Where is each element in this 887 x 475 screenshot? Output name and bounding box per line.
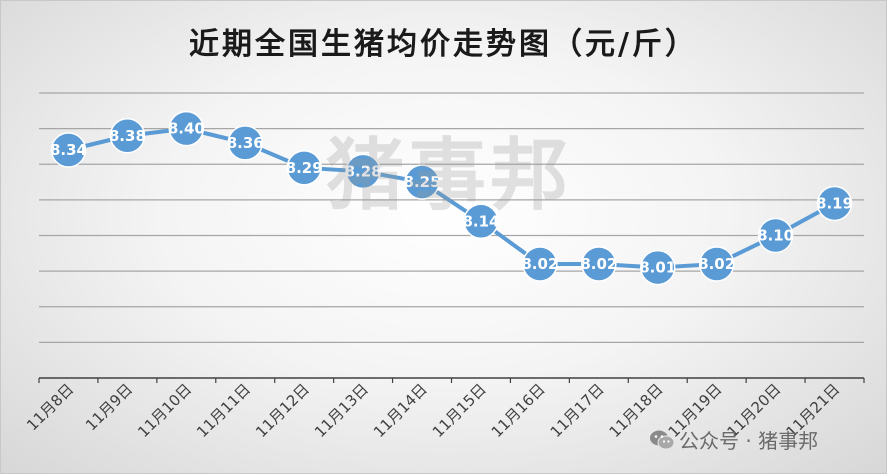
data-point bbox=[463, 203, 499, 239]
data-point bbox=[109, 118, 146, 154]
x-tick-label: 11月9日 bbox=[82, 380, 136, 434]
credit-text: 公众号 · 猪事邦 bbox=[679, 429, 819, 453]
data-label: 8.01 bbox=[639, 259, 676, 277]
data-point bbox=[816, 185, 853, 222]
data-label: 8.28 bbox=[345, 162, 382, 180]
data-point bbox=[640, 249, 676, 286]
data-point bbox=[286, 150, 322, 186]
data-label: 8.25 bbox=[404, 173, 441, 191]
x-tick-label: 11月10日 bbox=[134, 380, 195, 441]
x-tick-label: 11月12日 bbox=[252, 380, 313, 441]
chart-title: 近期全国生猪均价走势图（元/斤） bbox=[189, 27, 698, 62]
data-label: 8.34 bbox=[50, 141, 87, 159]
data-point bbox=[404, 164, 440, 200]
data-label: 8.36 bbox=[227, 134, 264, 152]
data-point bbox=[168, 110, 205, 147]
source-credit: 公众号 · 猪事邦 bbox=[649, 425, 818, 454]
data-point bbox=[522, 246, 558, 282]
data-label: 8.40 bbox=[168, 120, 205, 138]
x-tick-label: 11月11日 bbox=[193, 380, 254, 441]
x-tick-label: 11月16日 bbox=[488, 380, 549, 441]
x-tick-label: 11月15日 bbox=[429, 380, 490, 441]
data-label: 8.29 bbox=[286, 159, 323, 177]
data-point bbox=[698, 246, 735, 282]
x-tick-label: 11月14日 bbox=[370, 380, 431, 441]
data-point bbox=[581, 246, 617, 282]
data-point bbox=[757, 217, 794, 254]
data-point bbox=[227, 125, 263, 161]
x-tick-label: 11月13日 bbox=[311, 380, 372, 441]
x-tick-label: 11月17日 bbox=[547, 380, 608, 441]
data-label: 8.10 bbox=[757, 227, 794, 245]
x-tick-label: 11月8日 bbox=[23, 380, 77, 434]
data-point bbox=[345, 153, 381, 190]
data-label: 8.19 bbox=[816, 194, 853, 212]
data-label: 8.02 bbox=[580, 255, 617, 273]
data-label: 8.38 bbox=[109, 127, 146, 145]
watermark-text: 猪事邦 bbox=[326, 131, 573, 221]
data-label: 8.02 bbox=[521, 255, 558, 273]
data-label: 8.02 bbox=[698, 255, 735, 273]
wechat-icon bbox=[650, 430, 675, 450]
data-point bbox=[50, 132, 87, 168]
data-label: 8.14 bbox=[462, 212, 499, 230]
